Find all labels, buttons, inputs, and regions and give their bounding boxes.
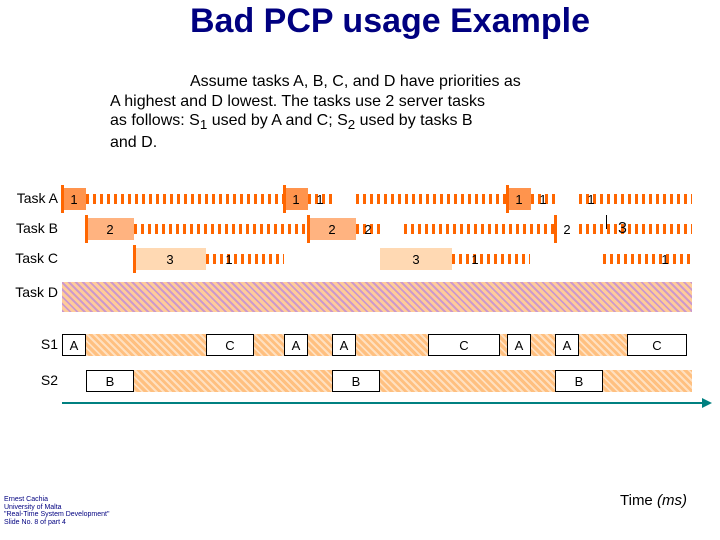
exec-block: 2 [86,218,134,240]
exec-block: 1 [62,188,86,210]
server-cell: C [627,334,687,356]
idle-hatch [531,334,555,356]
deferred-label: 1 [583,188,599,210]
row-label-d: Task D [0,284,58,300]
slide-footer: Ernest Cachia University of Malta "Real-… [4,496,109,527]
row-task-a: 111111 [62,188,692,210]
title-text: Bad PCP usage Example [190,2,590,40]
release-tick [506,185,509,213]
exec-block: 2 [308,218,356,240]
dashed-segment [134,224,308,234]
server-cell: A [555,334,579,356]
idle-hatch [579,334,627,356]
idle-hatch [356,334,428,356]
release-tick [554,215,557,243]
deferred-label: 2 [360,218,376,240]
release-tick [133,245,136,273]
server-cell: B [332,370,380,392]
blocked-hatch [62,282,692,312]
release-tick [61,185,64,213]
dashed-segment [356,194,507,204]
description: Assume tasks A, B, C, and D have priorit… [190,72,670,91]
row-task-c: 33111 [62,248,692,270]
row-label-a: Task A [0,190,58,206]
row-s1: ACAACAAC [62,334,692,356]
server-cell: C [428,334,500,356]
idle-hatch [603,370,692,392]
server-cell: A [62,334,86,356]
dashed-segment [452,254,530,264]
idle-hatch [254,334,284,356]
idle-hatch [308,334,332,356]
release-tick [283,185,286,213]
server-cell: B [86,370,134,392]
time-axis-label: Time (ms) [620,492,687,509]
exec-block: 3 [134,248,206,270]
exec-block: 3 [380,248,452,270]
row-task-d [62,282,692,312]
server-cell: B [555,370,603,392]
idle-hatch [134,370,332,392]
idle-hatch [500,334,507,356]
server-cell: A [332,334,356,356]
dashed-segment [404,224,555,234]
dashed-segment [206,254,284,264]
description-l2: A highest and D lowest. The tasks use 2 … [110,92,670,153]
exec-block: 1 [507,188,531,210]
release-tick [85,215,88,243]
slide-title: Bad PCP usage Example [190,6,590,37]
idle-hatch [86,334,206,356]
deferred-label: 2 [559,218,575,240]
dashed-segment [579,224,692,234]
exec-block: 1 [284,188,308,210]
release-tick [307,215,310,243]
axis-arrow-icon [702,398,712,408]
row-label-b: Task B [0,220,58,236]
row-task-b: 2222 [62,218,692,240]
row-label-s1: S1 [0,336,58,352]
deferred-label: 1 [467,248,483,270]
annot-3: 3 [618,220,627,238]
row-label-s2: S2 [0,372,58,388]
annot-line [606,215,607,229]
dashed-segment [603,254,692,264]
row-label-c: Task C [0,250,58,266]
deferred-label: 1 [221,248,237,270]
idle-hatch [380,370,555,392]
dashed-segment [86,194,284,204]
server-cell: A [284,334,308,356]
deferred-label: 1 [535,188,551,210]
server-cell: C [206,334,254,356]
server-cell: A [507,334,531,356]
deferred-label: 1 [657,248,673,270]
deferred-label: 1 [312,188,328,210]
time-axis [62,402,702,404]
row-s2: BBB [62,370,692,392]
